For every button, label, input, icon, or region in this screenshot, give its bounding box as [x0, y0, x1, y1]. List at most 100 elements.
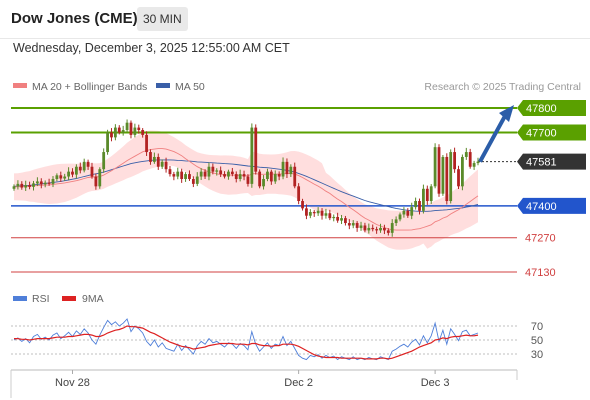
rsi-panel: 70 50 30 [11, 318, 543, 361]
candle-body [398, 214, 402, 220]
ma50-legend-swatch [156, 83, 170, 88]
candle-body [425, 188, 429, 202]
candle-body [12, 186, 16, 189]
candle-body [461, 156, 464, 187]
candle-body [375, 229, 379, 231]
candle-body [269, 171, 273, 182]
x-axis-labels: Nov 28 Dec 2 Dec 3 [55, 370, 449, 389]
rsi-tick-label: 30 [531, 349, 543, 361]
instrument-title: Dow Jones (CME) [11, 10, 138, 27]
candle-body [281, 161, 285, 177]
candle-body [379, 227, 382, 231]
candle-body [203, 171, 207, 177]
candles [12, 119, 480, 237]
candle-body [32, 183, 35, 187]
candle-body [149, 152, 152, 162]
candle-body [301, 201, 304, 209]
candle-body [16, 183, 20, 187]
candle-body [67, 171, 70, 177]
candle-body [20, 183, 24, 188]
candle-body [43, 182, 47, 185]
ma20-legend-label: MA 20 + Bollinger Bands [32, 81, 147, 93]
candle-body [207, 166, 211, 177]
candle-body [449, 152, 453, 202]
candle-body [305, 208, 308, 216]
candle-body [94, 176, 98, 187]
candle-body [106, 132, 109, 153]
x-tick-label: Nov 28 [55, 377, 90, 389]
candle-body [117, 127, 121, 133]
candle-body [86, 161, 90, 167]
candle-body [472, 163, 476, 167]
candle-body [145, 134, 148, 153]
timestamp: Wednesday, December 3, 2025 12:55:00 AM … [13, 41, 290, 55]
candle-body [254, 127, 258, 172]
candle-body [383, 227, 386, 231]
candle-body [457, 169, 460, 187]
candle-body [328, 213, 332, 219]
candle-body [227, 171, 230, 177]
copyright-text: Research © 2025 Trading Central [424, 81, 581, 93]
candle-body [414, 201, 418, 208]
candle-body [445, 156, 449, 202]
level-label: 47800 [526, 103, 557, 115]
candle-body [78, 166, 82, 171]
level-tag [517, 100, 586, 116]
candle-body [242, 174, 246, 177]
candle-body [273, 174, 277, 182]
candle-body [418, 201, 421, 211]
candle-body [437, 147, 441, 194]
candle-body [433, 147, 437, 187]
rsi-line [13, 318, 479, 361]
rsi-legend-label: RSI [32, 293, 50, 305]
candle-body [184, 174, 187, 179]
candle-body [215, 170, 219, 172]
level-label: 47270 [525, 233, 556, 245]
rsi-ma-legend-label: 9MA [82, 293, 104, 305]
level-lines [11, 107, 517, 273]
candle-body [110, 132, 113, 138]
level-tag [517, 124, 586, 141]
candle-body [250, 127, 254, 184]
candle-body [156, 156, 160, 167]
candle-body [188, 174, 191, 179]
candle-body [133, 127, 137, 135]
candle-body [82, 161, 86, 171]
candle-body [344, 218, 347, 224]
candle-body [308, 212, 312, 216]
level-label: 47400 [526, 201, 557, 213]
timeframe-badge[interactable]: 30 MIN [137, 7, 188, 31]
level-labels: 47800 47700 47581 47400 47270 47130 [517, 100, 586, 279]
rsi-ma-line [14, 325, 479, 360]
candle-body [453, 152, 457, 170]
candle-body [172, 174, 176, 177]
candle-body [219, 170, 223, 175]
candle-body [406, 210, 410, 216]
candle-body [121, 130, 125, 133]
candle-body [312, 212, 316, 214]
rsi-ma-legend-swatch [62, 296, 76, 301]
candle-body [359, 225, 363, 228]
candle-body [262, 178, 265, 187]
candle-body [410, 207, 414, 216]
candle-body [316, 210, 320, 214]
candle-body [332, 216, 336, 219]
candle-body [394, 219, 398, 224]
candle-body [324, 213, 328, 216]
level-tag [517, 197, 586, 214]
candle-body [90, 166, 94, 177]
candle-body [246, 176, 250, 184]
candle-body [164, 161, 168, 170]
candle-body [129, 122, 133, 135]
candle-body [277, 174, 281, 177]
level-label: 47700 [526, 127, 557, 139]
candle-body [355, 223, 359, 228]
candle-body [285, 161, 289, 175]
candle-body [47, 182, 51, 184]
candle-body [160, 161, 164, 167]
candle-body [429, 186, 433, 202]
candle-body [238, 174, 242, 179]
candle-body [199, 171, 203, 177]
candle-body [258, 171, 262, 187]
